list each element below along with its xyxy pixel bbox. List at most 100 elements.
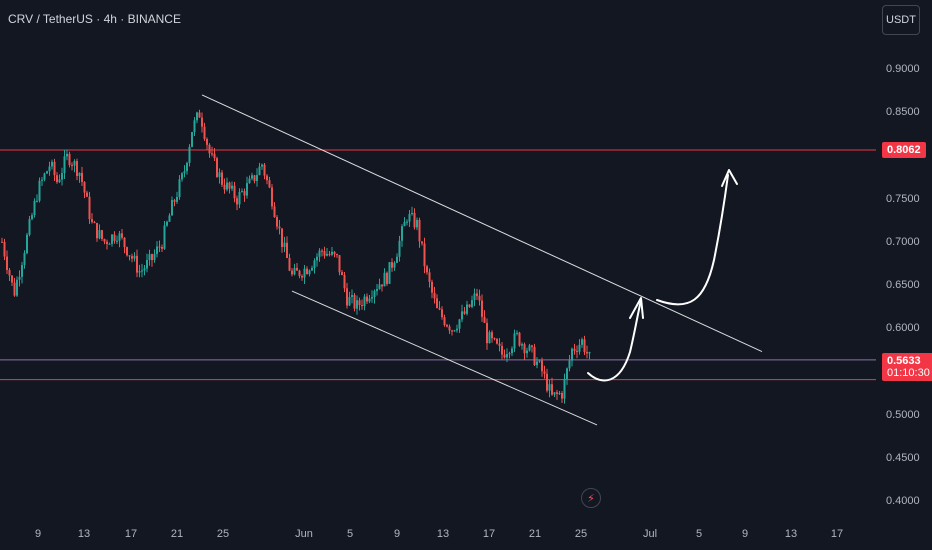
candle-body: [373, 291, 376, 298]
candle-body: [21, 264, 23, 277]
candle-body: [476, 293, 478, 296]
candle-body: [203, 126, 206, 139]
candle-body: [376, 289, 378, 292]
candle-body: [1, 241, 3, 243]
candle-body: [193, 120, 196, 133]
candle-body: [398, 240, 401, 257]
candle-body: [518, 332, 521, 346]
candle-body: [226, 182, 228, 190]
candle-body: [136, 255, 138, 273]
candle-body: [91, 219, 93, 223]
candle-body: [113, 234, 116, 241]
candle-body: [321, 250, 323, 252]
candle-body: [406, 221, 408, 223]
candle-body: [36, 200, 38, 202]
candle-body: [443, 317, 446, 326]
candle-body: [86, 192, 88, 197]
candle-body: [526, 350, 528, 354]
candle-body: [83, 182, 86, 193]
candle-body: [338, 255, 341, 273]
candle-body: [348, 296, 351, 306]
candle-body: [381, 284, 383, 287]
candle-body: [501, 345, 503, 355]
candle-body: [341, 272, 343, 276]
candle-body: [78, 172, 81, 177]
channel-line-lower: [291, 290, 598, 426]
candle-body: [8, 269, 11, 276]
candle-body: [438, 308, 441, 310]
candle-body: [273, 206, 276, 218]
candle-body: [433, 292, 436, 299]
time-tick-label: 17: [124, 528, 138, 540]
candle-body: [421, 241, 423, 244]
candle-body: [551, 384, 553, 395]
candle-body: [378, 284, 381, 290]
candle-body: [228, 182, 231, 189]
candle-body: [231, 185, 233, 189]
candle-body: [363, 296, 366, 306]
price-tick-label: 0.8500: [886, 106, 920, 119]
candle-body: [466, 304, 468, 314]
candle-body: [588, 352, 591, 354]
candle-body: [118, 233, 121, 241]
candle-body: [308, 270, 311, 275]
candle-body: [568, 360, 571, 369]
candle-body: [521, 344, 523, 346]
candle-body: [33, 200, 36, 216]
candle-body: [418, 219, 421, 242]
candle-body: [258, 166, 261, 176]
candle-body: [11, 275, 13, 283]
candle-body: [278, 226, 281, 229]
candle-body: [153, 253, 156, 261]
time-tick-label: 13: [436, 528, 450, 540]
candle-body: [16, 279, 18, 296]
candle-body: [306, 268, 308, 275]
candle-body: [133, 255, 136, 259]
candle-body: [178, 179, 181, 197]
candle-body: [286, 242, 288, 258]
candle-body: [13, 282, 16, 296]
candle-body: [116, 240, 118, 242]
candle-body: [346, 288, 348, 306]
candle-body: [416, 219, 418, 228]
candle-body: [396, 256, 398, 263]
candle-body: [351, 295, 353, 297]
candle-body: [503, 354, 506, 358]
current-price-tag: 0.5633 01:10:30: [882, 352, 932, 381]
candle-body: [298, 270, 301, 277]
candle-body: [243, 191, 246, 196]
candle-body: [173, 200, 176, 202]
candle-body: [121, 233, 123, 238]
candle-body: [163, 225, 166, 249]
candle-body: [323, 250, 326, 256]
price-tick-label: 0.4500: [886, 451, 920, 464]
candle-body: [123, 237, 126, 248]
candle-body: [546, 373, 548, 391]
time-tick-label: Jul: [642, 528, 658, 540]
candle-body: [156, 246, 158, 254]
candle-body: [251, 175, 253, 179]
candle-body: [513, 333, 516, 349]
candle-body: [311, 267, 313, 271]
projection-arrow-2: [656, 174, 729, 306]
candle-body: [458, 319, 461, 329]
candle-body: [456, 328, 458, 331]
candle-body: [328, 253, 331, 255]
candle-body: [56, 175, 58, 183]
currency-button[interactable]: USDT: [882, 5, 920, 35]
candle-body: [403, 221, 406, 227]
time-tick-label: 5: [695, 528, 703, 540]
candle-body: [576, 350, 578, 352]
candle-body: [236, 198, 238, 205]
candle-body: [168, 215, 171, 222]
time-tick-label: 17: [482, 528, 496, 540]
price-tick-label: 0.6000: [886, 322, 920, 335]
lightning-icon[interactable]: ⚡: [581, 488, 601, 508]
candle-body: [538, 360, 541, 362]
candle-body: [401, 226, 403, 241]
candle-body: [183, 171, 186, 174]
candle-body: [411, 212, 413, 215]
candle-body: [448, 326, 451, 331]
candle-body: [186, 162, 188, 172]
